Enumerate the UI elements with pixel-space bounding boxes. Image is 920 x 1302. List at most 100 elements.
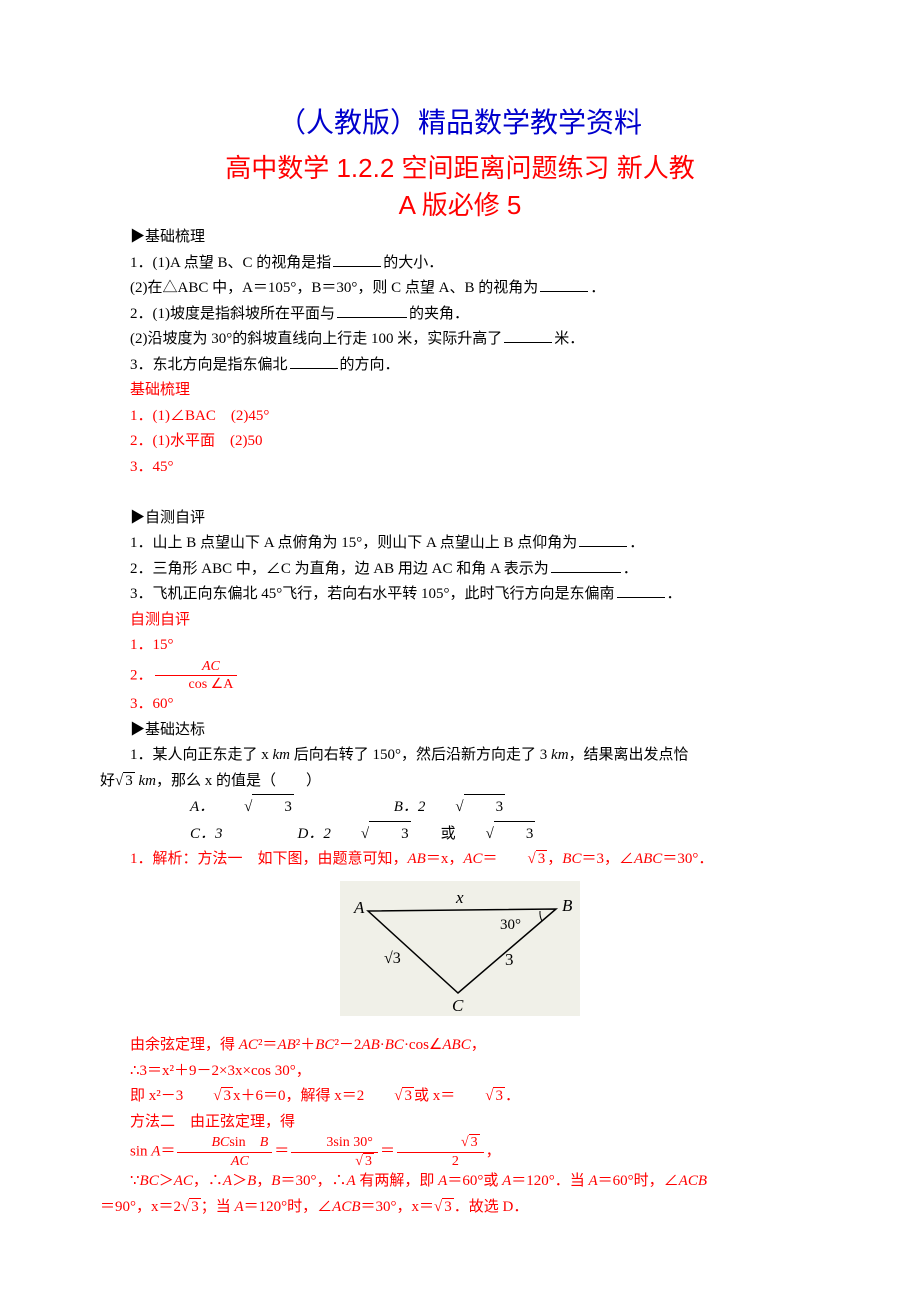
sol-1b: ＝x， [426, 851, 464, 867]
answer-1-2: 2．(1)水平面 (2)50 [100, 429, 820, 455]
sol-7i: ＝120°．当 [511, 1173, 588, 1189]
sqrt-icon: 3 [181, 1195, 201, 1221]
sqrt-icon: 3 [498, 847, 548, 873]
sol-2f: ·cos∠ [404, 1037, 442, 1053]
s3-q1-b: 后向右转了 150°，然后沿新方向走了 3 [290, 747, 551, 763]
frac-num: AC [155, 659, 238, 676]
radicand: 3 [252, 794, 294, 821]
sin-b: sin [229, 1135, 259, 1150]
s3-q1-d: 好 [100, 773, 115, 789]
answers-1-head: 基础梳理 [100, 378, 820, 404]
var-a: A [438, 1173, 447, 1189]
blank [333, 251, 381, 267]
var-abc: ABC [634, 851, 662, 867]
var-ab: AB [408, 851, 426, 867]
radicand: 3 [442, 1198, 454, 1215]
answer-2-3: 3．60° [100, 692, 820, 718]
answer-1-3: 3．45° [100, 455, 820, 481]
sol-7g: 有两解，即 [356, 1173, 439, 1189]
var-ac: AC [463, 851, 482, 867]
s2-q2-b: ． [623, 561, 638, 577]
opt-b-pre: B．2 [364, 795, 426, 821]
s2-q2: 2．三角形 ABC 中，∠C 为直角，边 AB 用边 AC 和角 A 表示为． [100, 557, 820, 583]
opt-a-pre: A． [160, 795, 214, 821]
var-a: A [223, 1173, 232, 1189]
q2-2: (2)沿坡度为 30°的斜坡直线向上行走 100 米，实际升高了 米． [100, 327, 820, 353]
s3-q1-line2: 好3 km，那么 x 的值是（ ） [100, 769, 820, 795]
s2-q3-a: 3．飞机正向东偏北 45°飞行，若向右水平转 105°，此时飞行方向是东偏南 [130, 586, 615, 602]
solution-1: 1．解析：方法一 如下图，由题意可知，AB＝x，AC＝3，BC＝3，∠ABC＝3… [100, 847, 820, 873]
triangle-figure: A B C x 30° √3 3 [100, 881, 820, 1026]
s2-q3-b: ． [667, 586, 682, 602]
sol-7b: ＞ [159, 1173, 174, 1189]
var-bc: BC [211, 1135, 229, 1150]
section-2-head: ▶自测自评 [100, 506, 820, 532]
label-angle: 30° [500, 917, 521, 933]
section-1-head: ▶基础梳理 [100, 225, 820, 251]
s2-q1-b: ． [629, 535, 644, 551]
label-a: A [353, 898, 365, 917]
blank [617, 582, 665, 598]
q2-1-text-a: 2．(1)坡度是指斜坡所在平面与 [130, 306, 335, 322]
sol-2c: ²＋ [296, 1037, 316, 1053]
var-a: A [502, 1173, 511, 1189]
triangle-svg: A B C x 30° √3 3 [340, 881, 580, 1016]
solution-5: 方法二 由正弦定理，得 [100, 1110, 820, 1136]
sol-4c: 或 x＝ [414, 1088, 455, 1104]
q2-2-text-a: (2)沿坡度为 30°的斜坡直线向上行走 100 米，实际升高了 [130, 331, 502, 347]
s2-q1: 1．山上 B 点望山下 A 点俯角为 15°，则山下 A 点望山上 B 点仰角为… [100, 531, 820, 557]
blank [290, 353, 338, 369]
sol-7d: ＞ [232, 1173, 247, 1189]
frac-num: BCsin B [177, 1135, 272, 1152]
sol-8e: ．故选 D． [454, 1199, 529, 1215]
radicand: 3 [402, 1087, 414, 1104]
q1-1-text-b: 的大小． [383, 255, 443, 271]
radicand: 3 [189, 1198, 201, 1215]
q1-2-text-a: (2)在△ABC 中，A＝105°，B＝30°，则 C 点望 A、B 的视角为 [130, 280, 538, 296]
var-bc: BC [140, 1173, 159, 1189]
radicand: 3 [536, 850, 548, 867]
frac-den: 2 [397, 1153, 484, 1169]
frac-num: 3sin 30° [291, 1135, 378, 1152]
fraction: BCsin BAC [177, 1135, 272, 1169]
option-c: C．3 [130, 822, 223, 848]
option-d: D．23或3 [238, 821, 536, 848]
frac-num: 3 [397, 1135, 484, 1152]
q1-1: 1．(1)A 点望 B、C 的视角是指的大小． [100, 251, 820, 277]
sol-7j: ＝60°时，∠ [598, 1173, 679, 1189]
sol-7c: ，∴ [193, 1173, 223, 1189]
answer-2-2: 2．ACcos ∠A [100, 659, 820, 693]
solution-8: ＝90°，x＝23；当 A＝120°时，∠ACB＝30°，x＝3．故选 D． [100, 1195, 820, 1221]
q1-2: (2)在△ABC 中，A＝105°，B＝30°，则 C 点望 A、B 的视角为． [100, 276, 820, 302]
label-b: B [562, 896, 573, 915]
var-ac: AC [174, 1173, 193, 1189]
q2-1: 2．(1)坡度是指斜坡所在平面与的夹角． [100, 302, 820, 328]
radicand: 3 [494, 821, 536, 848]
radicand: 3 [363, 1153, 374, 1169]
var-bc: BC [385, 1037, 404, 1053]
solution-7: ∵BC＞AC，∴A＞B，B＝30°，∴A 有两解，即 A＝60°或 A＝120°… [100, 1169, 820, 1195]
sol-7h: ＝60°或 [447, 1173, 502, 1189]
frac-den: 3 [291, 1153, 378, 1169]
sqrt-icon: 3 [214, 794, 294, 821]
var-abc: ABC [442, 1037, 470, 1053]
sol-2b: ²＝ [258, 1037, 278, 1053]
q2-2-text-b: 米． [554, 331, 584, 347]
sol-6a: sin [130, 1144, 151, 1160]
option-b: B．23 [334, 794, 505, 821]
label-side-bc: 3 [505, 950, 514, 969]
option-a: A． 3 [130, 794, 330, 821]
blank [337, 302, 407, 318]
title-sub-line1: 高中数学 1.2.2 空间距离问题练习 新人教 [100, 152, 820, 186]
opt-d-pre: D．2 [268, 822, 331, 848]
label-c: C [452, 996, 464, 1015]
s3-q1-a: 1．某人向正东走了 x [130, 747, 273, 763]
sol-2d: ²－2 [334, 1037, 361, 1053]
sol-4a: 即 x²－3 [130, 1088, 183, 1104]
s3-q1-e: ，那么 x 的值是（ ） [156, 773, 321, 789]
sqrt-icon: 3 [364, 1084, 414, 1110]
blank [551, 557, 621, 573]
radicand: 3 [369, 821, 411, 848]
km-unit: km [551, 747, 569, 763]
var-acb: ACB [679, 1173, 707, 1189]
